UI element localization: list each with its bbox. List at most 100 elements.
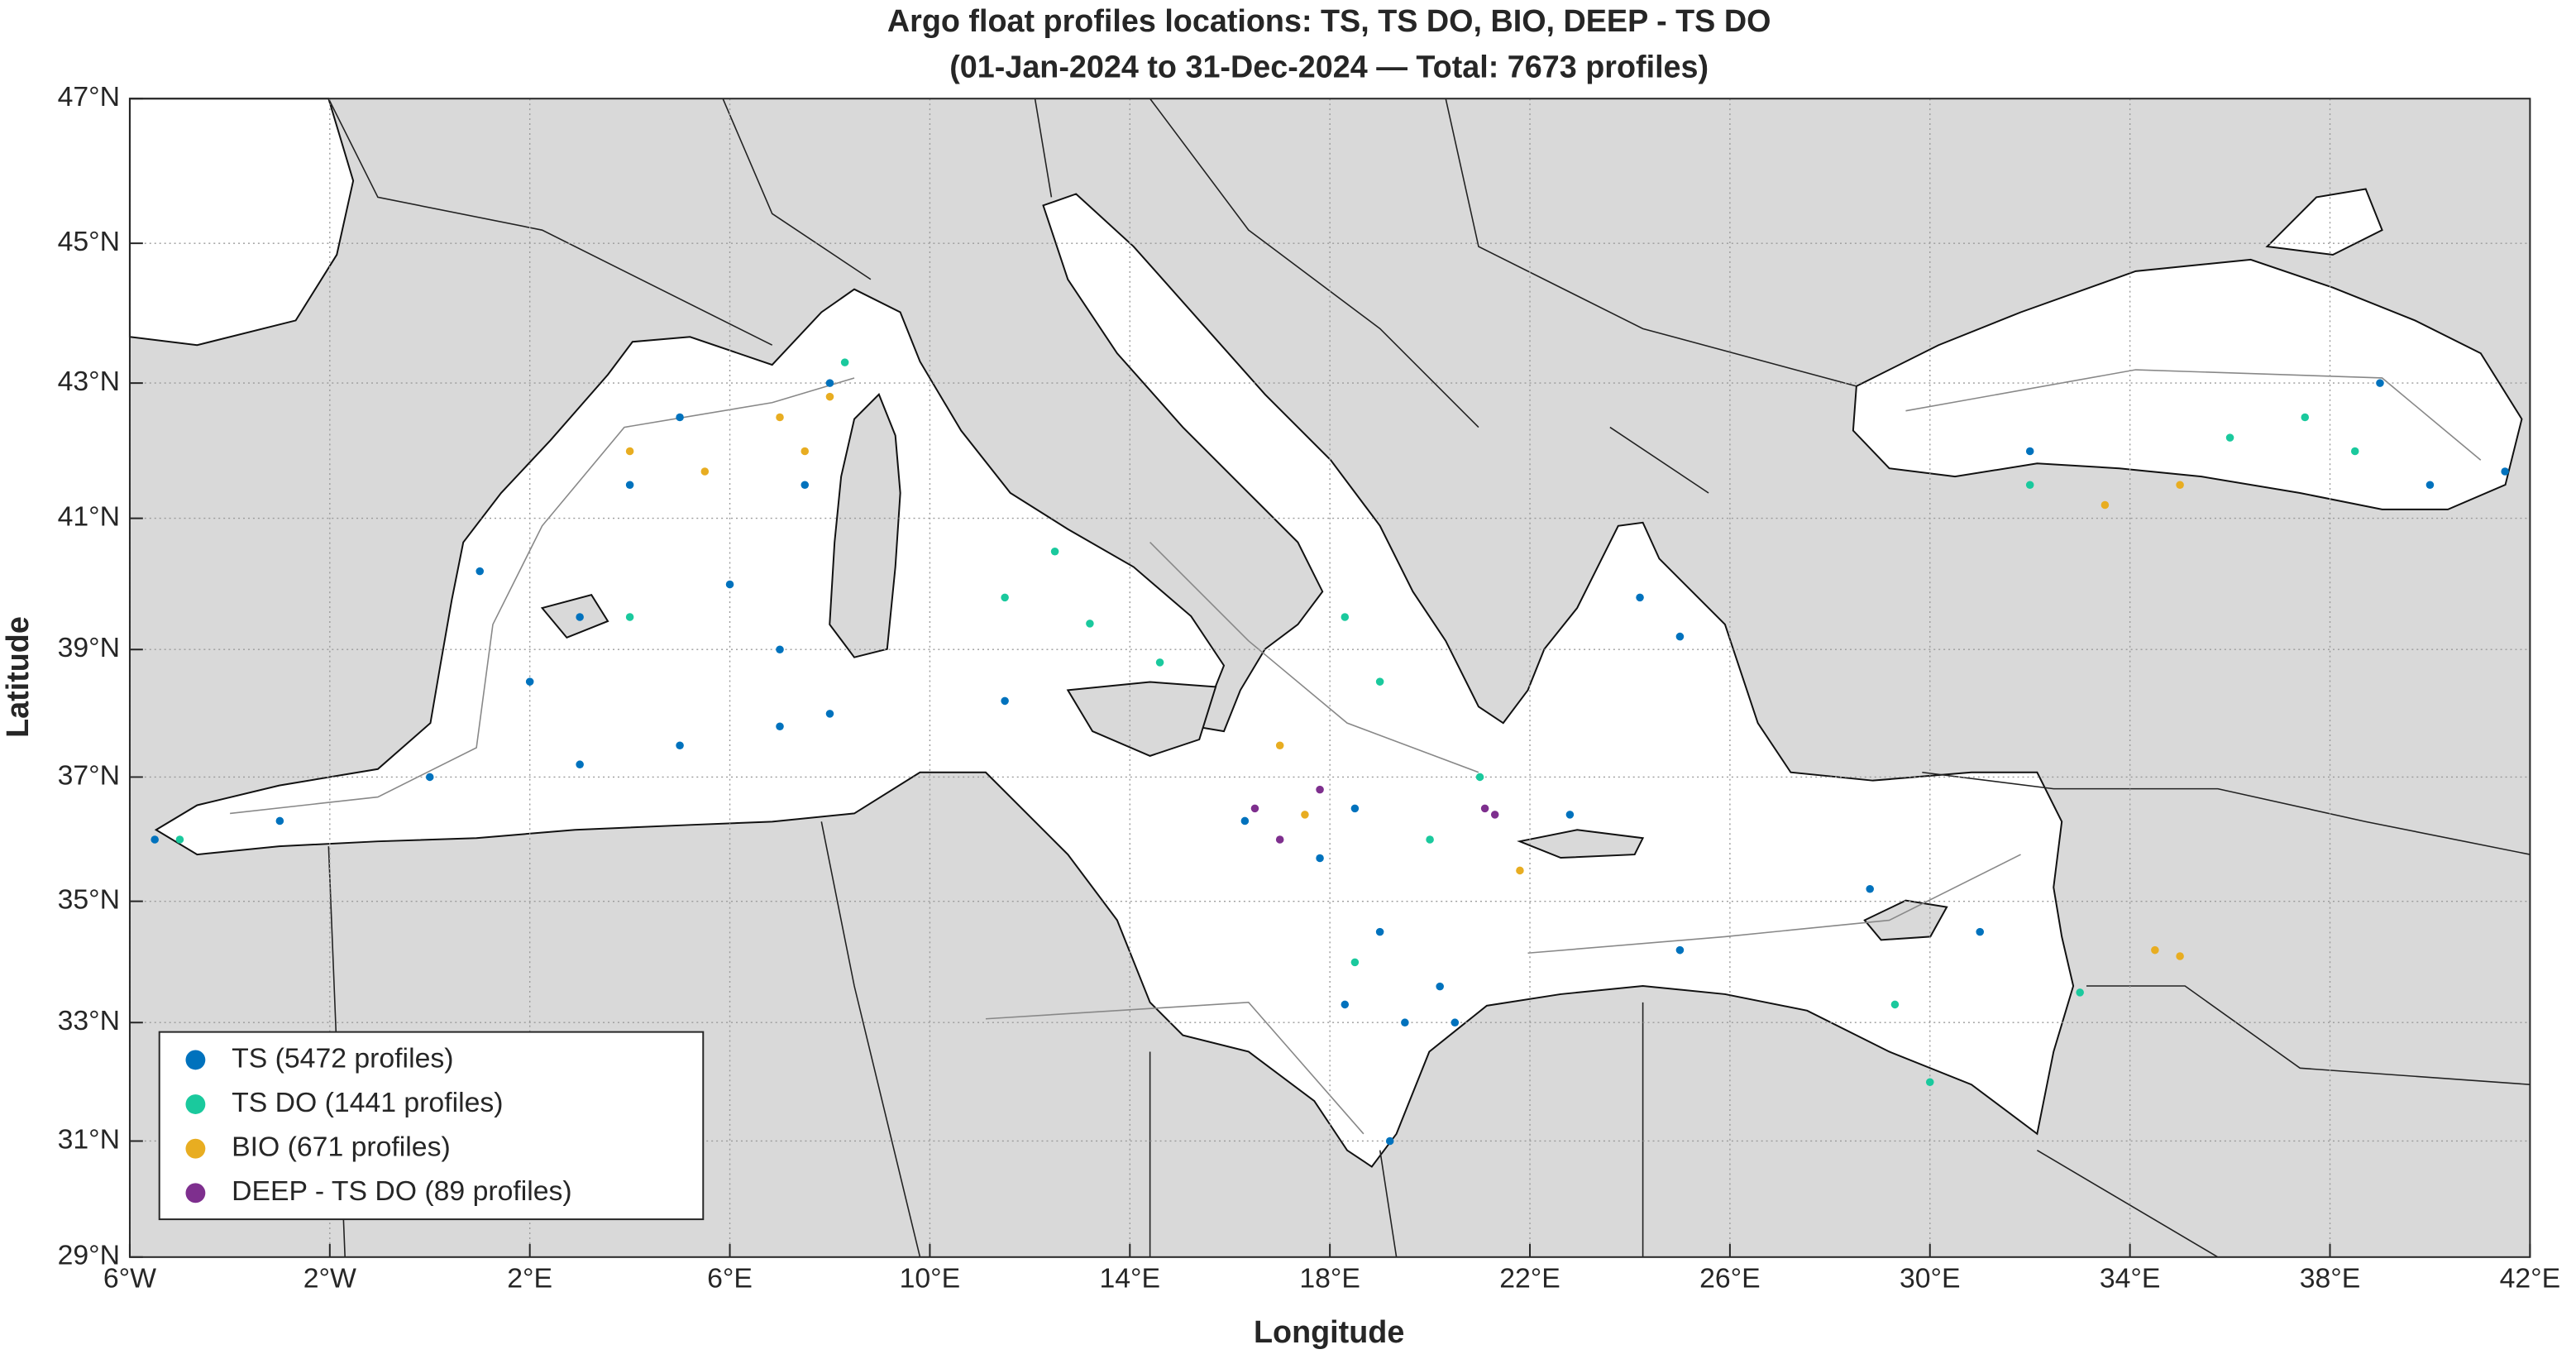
profile-point [801, 447, 810, 456]
profile-point [625, 613, 634, 621]
x-tick-label: 6°E [707, 1263, 753, 1294]
profile-point [801, 481, 810, 489]
atlantic [128, 98, 355, 347]
y-tick-label: 43°N [58, 366, 120, 397]
black-sea [1852, 258, 2523, 510]
profile-point [1480, 804, 1489, 813]
profile-point [1316, 785, 1324, 794]
profile-point [2100, 500, 2110, 510]
profile-point [2025, 447, 2034, 456]
profile-point [1636, 593, 1644, 602]
profile-point [476, 567, 484, 576]
x-tick-label: 14°E [1099, 1263, 1160, 1294]
profile-point [625, 447, 634, 456]
legend-box [158, 1031, 705, 1221]
x-tick-label: 22°E [1499, 1263, 1560, 1294]
y-tick-label: 41°N [58, 501, 120, 533]
marks [151, 358, 2509, 1146]
profile-point [576, 760, 584, 768]
profile-point [1086, 620, 1094, 628]
profile-point [1316, 854, 1324, 863]
x-tick-label: 18°E [1299, 1263, 1360, 1294]
profile-point [2025, 481, 2034, 489]
profile-point [825, 379, 834, 387]
profile-point [725, 580, 734, 589]
profile-point [2376, 379, 2384, 387]
legend-marker [185, 1138, 206, 1159]
legend-marker [185, 1183, 206, 1203]
y-axis-label: Latitude [0, 616, 35, 738]
x-tick-label: 6°W [103, 1263, 156, 1294]
profile-point [825, 710, 834, 718]
profile-point [825, 392, 834, 401]
profile-point [1925, 1078, 1934, 1087]
profile-point [1375, 927, 1384, 936]
legend-label: DEEP - TS DO (89 profiles) [232, 1175, 572, 1207]
profile-point [2350, 447, 2359, 456]
profile-point [2176, 952, 2184, 960]
profile-point [275, 816, 284, 825]
profile-point [1516, 866, 1524, 875]
y-tick-label: 29°N [58, 1240, 120, 1271]
profile-point [1866, 885, 1874, 893]
y-tick-label: 37°N [58, 759, 120, 791]
y-tick-label: 39°N [58, 632, 120, 663]
profile-point [1350, 804, 1360, 813]
profile-point [776, 722, 784, 731]
legend-marker [185, 1094, 206, 1114]
profile-point [1976, 927, 1985, 936]
x-tick-label: 34°E [2100, 1263, 2161, 1294]
profile-point [576, 613, 584, 621]
profile-point [1155, 658, 1164, 667]
legend-label: TS (5472 profiles) [232, 1042, 453, 1074]
profile-point [700, 467, 710, 476]
profile-point [1001, 696, 1009, 706]
x-tick-label: 2°E [507, 1263, 552, 1294]
sicily [1066, 681, 1217, 757]
profile-point [1436, 982, 1444, 991]
profile-point [1050, 547, 1059, 556]
legend-marker [185, 1050, 206, 1070]
x-tick-label: 42°E [2500, 1263, 2561, 1294]
profile-point [425, 773, 434, 782]
profile-point [2076, 988, 2084, 997]
x-tick-label: 30°E [1900, 1263, 1961, 1294]
profile-point [2301, 413, 2310, 422]
profile-point [1250, 804, 1259, 813]
profile-point [1890, 1000, 1900, 1009]
legend: TS (5472 profiles) TS DO (1441 profiles) B… [158, 1031, 705, 1221]
profile-point [525, 677, 534, 686]
y-tick-label: 31°N [58, 1123, 120, 1155]
profile-point [776, 645, 784, 654]
x-tick-label: 38°E [2300, 1263, 2361, 1294]
profile-point [2501, 467, 2509, 476]
profile-point [1475, 773, 1484, 782]
profile-point [2425, 481, 2435, 489]
profile-point [1275, 835, 1284, 844]
cyprus [1863, 899, 1948, 941]
profile-point [1341, 1000, 1350, 1009]
profile-point [625, 481, 634, 489]
profile-point [1426, 835, 1434, 844]
legend-label: BIO (671 profiles) [232, 1132, 451, 1163]
y-tick-label: 33°N [58, 1005, 120, 1036]
profile-point [2151, 945, 2159, 955]
profile-point [676, 741, 684, 750]
profile-point [2176, 481, 2184, 489]
y-tick-label: 47°N [58, 81, 120, 112]
x-tick-label: 2°W [303, 1263, 356, 1294]
crete [1517, 829, 1645, 859]
y-tick-label: 35°N [58, 884, 120, 916]
profile-point [1385, 1136, 1394, 1146]
y-tick-label: 45°N [58, 226, 120, 257]
balearic [540, 594, 609, 639]
x-axis-label: Longitude [1254, 1314, 1404, 1349]
profile-point [776, 413, 784, 422]
corsica-sardinia [829, 393, 901, 658]
profile-point [1490, 811, 1499, 819]
x-tick-label: 26°E [1699, 1263, 1761, 1294]
profile-point [1375, 677, 1384, 686]
profile-point [1350, 958, 1360, 967]
x-tick-label: 10°E [900, 1263, 961, 1294]
